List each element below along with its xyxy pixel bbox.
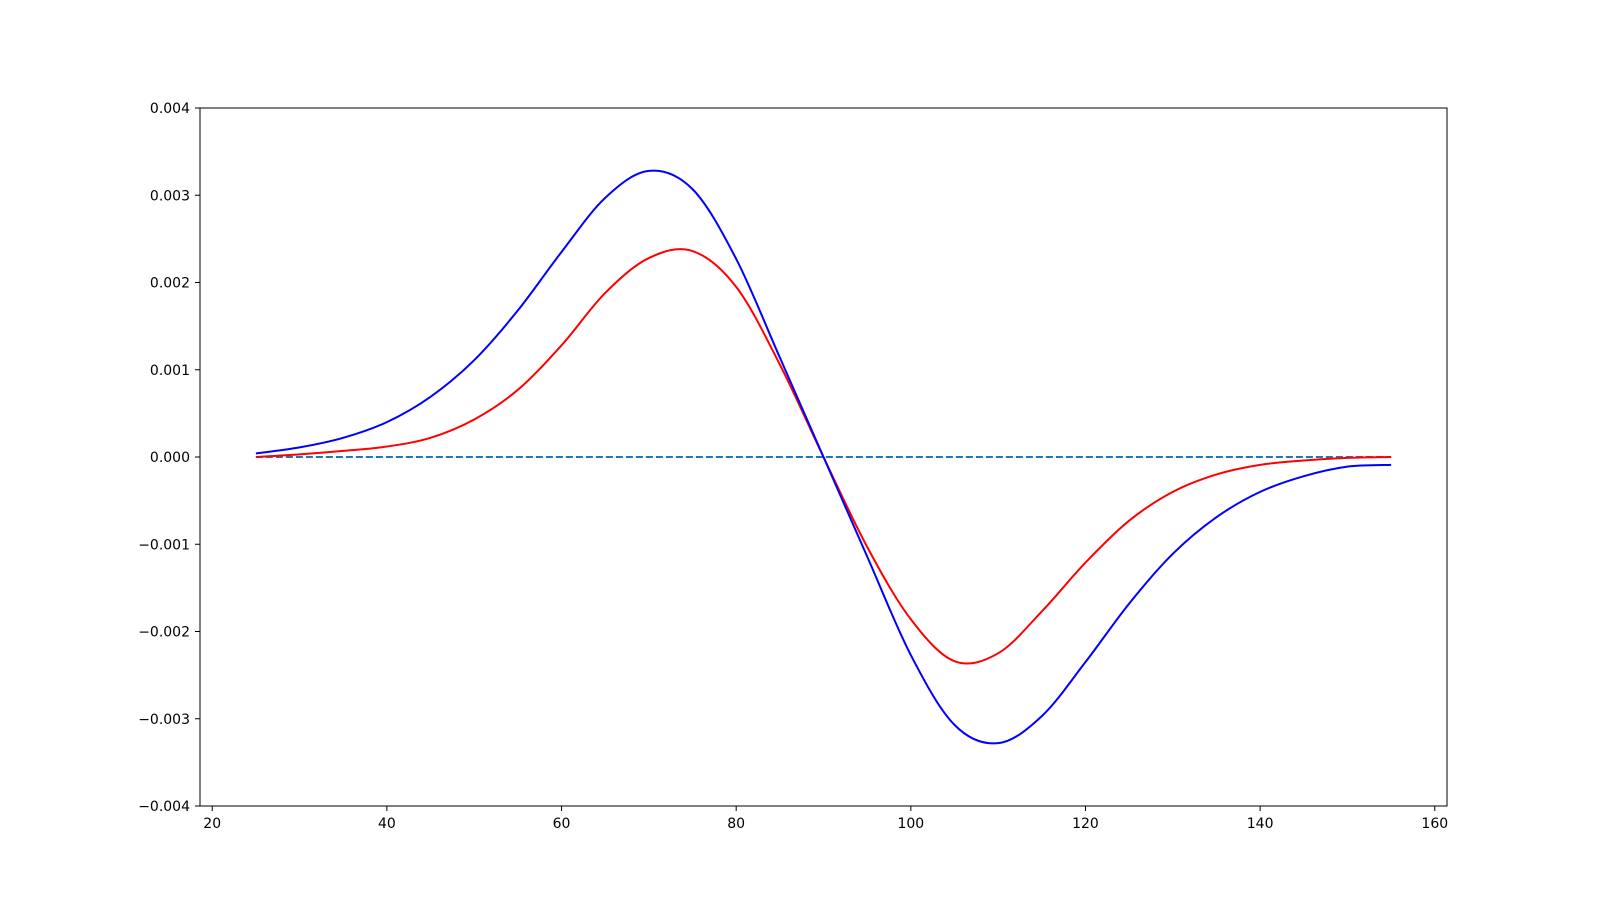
x-tick-label: 20 <box>203 816 221 832</box>
y-tick-label: −0.003 <box>138 712 190 728</box>
y-tick-label: −0.002 <box>138 625 190 641</box>
y-tick-label: 0.002 <box>150 276 190 292</box>
y-tick-label: −0.001 <box>138 537 190 553</box>
x-tick-label: 140 <box>1247 816 1274 832</box>
x-tick-label: 40 <box>378 816 396 832</box>
y-tick-label: −0.004 <box>138 799 190 815</box>
series-layer <box>255 169 1392 745</box>
y-axis: 0.004 0.003 0.002 0.001 0.000 −0.001 −0.002 −0.… <box>138 101 200 815</box>
y-tick-label: 0.001 <box>150 363 190 379</box>
y-tick-label: 0.000 <box>150 450 190 466</box>
x-axis: 20 40 60 80 100 120 140 160 <box>203 806 1448 832</box>
x-tick-label: 160 <box>1421 816 1448 832</box>
x-tick-label: 60 <box>553 816 571 832</box>
x-tick-label: 100 <box>897 816 924 832</box>
y-tick-label: 0.003 <box>150 188 190 204</box>
x-tick-label: 80 <box>727 816 745 832</box>
x-tick-label: 120 <box>1072 816 1099 832</box>
y-tick-label: 0.004 <box>150 101 190 117</box>
series-line-1 <box>255 169 1392 745</box>
